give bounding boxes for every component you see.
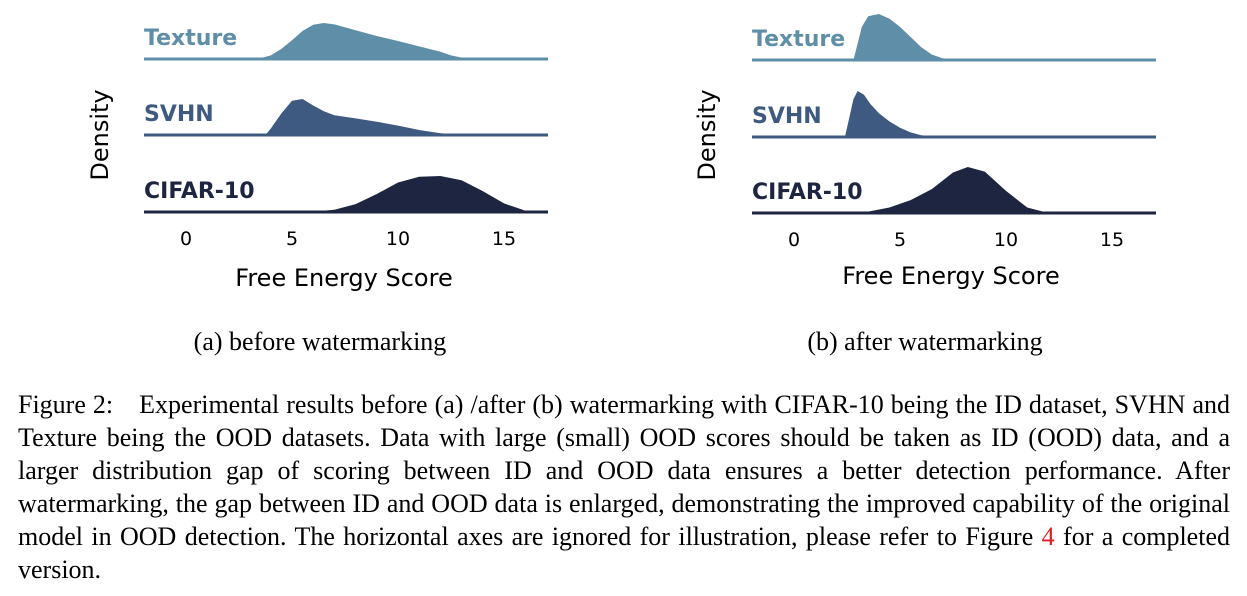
caption-text: Figure 2: Experimental results before (a…: [18, 390, 1230, 551]
panel-after-watermarking: Texture SVHN CIFAR-10 Density 0 5 10 15 Free …: [693, 14, 1156, 356]
x-tick-labels-after: 0 5 10 15: [788, 229, 1124, 251]
series-label-svhn: SVHN: [752, 104, 822, 129]
x-tick-label: 15: [1100, 229, 1124, 251]
figure-panels: Texture SVHN CIFAR-10 Density 0 5 10 15 Free …: [86, 14, 1156, 356]
ridge-group-after: Texture SVHN CIFAR-10: [752, 14, 1156, 215]
x-tick-label: 5: [894, 229, 906, 251]
x-tick-label: 10: [386, 228, 410, 250]
x-axis-label: Free Energy Score: [235, 264, 452, 292]
figure-reference-link[interactable]: 4: [1041, 522, 1055, 551]
x-tick-labels-before: 0 5 10 15: [180, 228, 516, 250]
x-axis-label: Free Energy Score: [842, 262, 1059, 290]
x-tick-label: 0: [180, 228, 192, 250]
panel-before-watermarking: Texture SVHN CIFAR-10 Density 0 5 10 15 Free …: [86, 23, 548, 356]
caption-text-end: for a completed version.: [18, 522, 1230, 584]
series-label-svhn: SVHN: [144, 102, 214, 127]
x-tick-label: 0: [788, 229, 800, 251]
x-tick-label: 15: [492, 228, 516, 250]
x-tick-label: 5: [286, 228, 298, 250]
series-label-cifar-10: CIFAR-10: [752, 180, 863, 205]
figure-caption: Figure 2: Experimental results before (a…: [18, 388, 1230, 586]
x-tick-label: 10: [994, 229, 1018, 251]
series-label-texture: Texture: [752, 27, 845, 52]
density-area-cifar-10: [752, 167, 1156, 213]
series-label-cifar-10: CIFAR-10: [144, 179, 255, 204]
density-area-svhn: [752, 91, 1156, 137]
density-area-texture: [144, 23, 548, 59]
y-axis-label: Density: [86, 89, 114, 180]
ridge-group-before: Texture SVHN CIFAR-10: [144, 23, 548, 214]
density-area-svhn: [144, 99, 548, 135]
series-label-texture: Texture: [144, 26, 237, 51]
subfigure-label: (b) after watermarking: [807, 327, 1042, 356]
y-axis-label: Density: [693, 89, 721, 180]
density-area-cifar-10: [144, 176, 548, 212]
subfigure-label: (a) before watermarking: [194, 327, 447, 356]
